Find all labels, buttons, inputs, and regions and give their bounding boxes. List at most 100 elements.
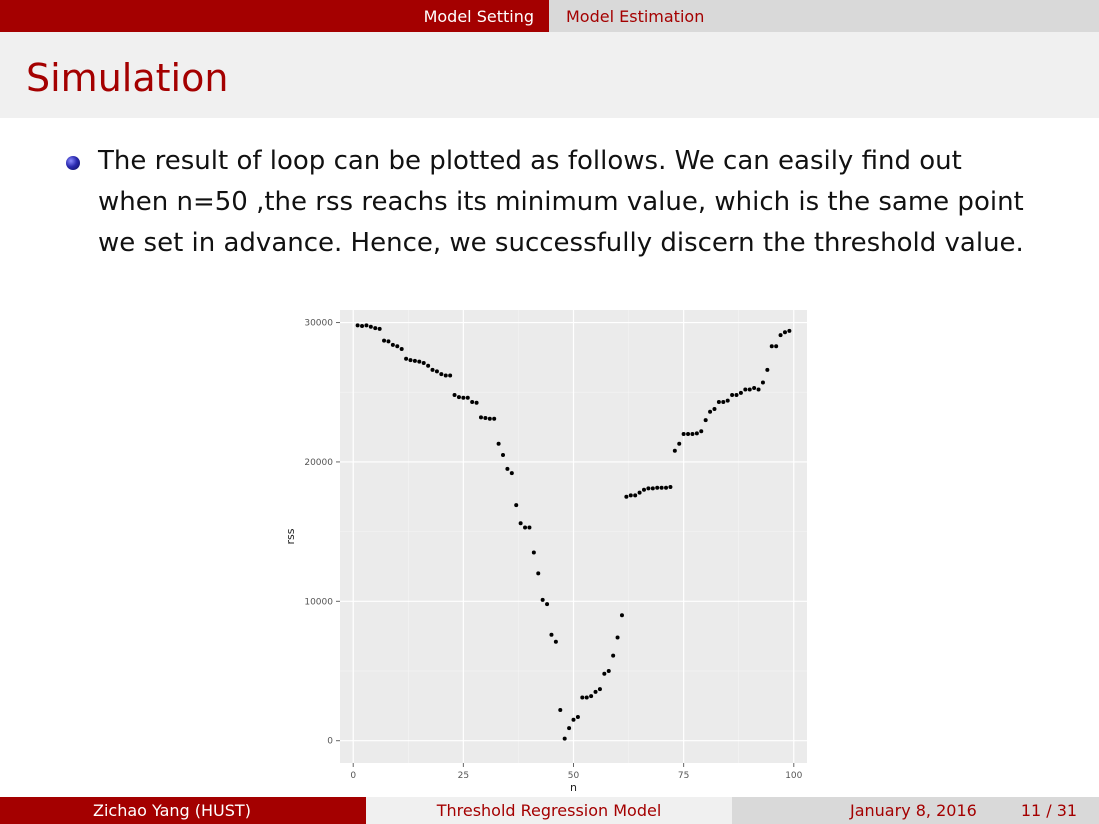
data-point [426, 363, 431, 368]
data-point [514, 503, 519, 508]
nav-model-setting[interactable]: Model Setting [423, 6, 534, 26]
data-point [580, 695, 585, 700]
data-point [558, 708, 563, 713]
data-point [769, 344, 774, 349]
data-point [659, 485, 664, 490]
data-point [725, 398, 730, 403]
bullet-icon [66, 156, 80, 170]
x-tick-label: 25 [458, 771, 469, 781]
data-point [575, 715, 580, 720]
data-point [527, 525, 532, 530]
data-point [571, 717, 576, 722]
body-line-1: The result of loop can be plotted as fol… [98, 146, 962, 176]
data-point [699, 429, 704, 434]
data-point [540, 597, 545, 602]
data-point [434, 369, 439, 374]
data-point [694, 431, 699, 436]
data-point [478, 415, 483, 420]
data-point [545, 602, 550, 607]
data-point [672, 448, 677, 453]
data-point [443, 373, 448, 378]
data-point [756, 387, 761, 392]
x-tick-label: 50 [568, 771, 580, 781]
data-point [752, 386, 757, 391]
data-point [368, 324, 373, 329]
data-point [738, 390, 743, 395]
data-point [404, 356, 409, 361]
data-point [461, 395, 466, 400]
data-point [487, 416, 492, 421]
footer-date-panel: January 8, 2016 11 / 31 [732, 797, 1099, 824]
footer: Zichao Yang (HUST) Threshold Regression … [0, 797, 1099, 824]
data-point [412, 358, 417, 363]
data-point [390, 342, 395, 347]
data-point [501, 452, 506, 457]
data-point [774, 344, 779, 349]
y-tick-label: 10000 [304, 597, 333, 607]
data-point [743, 387, 748, 392]
data-point [373, 326, 378, 331]
data-point [619, 613, 624, 618]
section-navigation: Model Setting Model Estimation [0, 0, 1099, 32]
data-point [708, 409, 713, 414]
data-point [747, 387, 752, 392]
footer-short-title: Threshold Regression Model [436, 801, 662, 820]
data-point [646, 486, 651, 491]
data-point [355, 323, 360, 328]
y-tick-label: 0 [327, 737, 333, 747]
data-point [567, 726, 572, 731]
data-point [417, 359, 422, 364]
footer-author-panel: Zichao Yang (HUST) [0, 797, 366, 824]
data-point [650, 486, 655, 491]
data-point [602, 671, 607, 676]
footer-page-number: 11 / 31 [1020, 801, 1078, 820]
data-point [483, 416, 488, 421]
title-bar: Simulation [0, 32, 1099, 118]
data-point [589, 694, 594, 699]
footer-author: Zichao Yang (HUST) [93, 801, 251, 820]
x-tick-label: 100 [785, 771, 802, 781]
data-point [681, 432, 686, 437]
data-point [677, 441, 682, 446]
data-point [421, 360, 426, 365]
data-point [536, 571, 541, 576]
data-point [448, 373, 453, 378]
data-point [637, 490, 642, 495]
data-point [760, 380, 765, 385]
slide-title: Simulation [26, 56, 229, 100]
data-point [364, 323, 369, 328]
data-point [382, 338, 387, 343]
data-point [518, 521, 523, 526]
data-point [523, 525, 528, 530]
data-point [712, 406, 717, 411]
data-point [690, 432, 695, 437]
rss-scatter-chart: 0 25 50 75 100 0 10000 20000 30000 n rss [284, 310, 807, 794]
data-point [611, 653, 616, 658]
y-tick-label: 30000 [304, 319, 333, 329]
data-point [655, 485, 660, 490]
data-point [628, 493, 633, 498]
data-point [562, 736, 567, 741]
data-point [633, 493, 638, 498]
nav-left-panel: Model Setting [0, 0, 549, 32]
data-point [360, 324, 365, 329]
data-point [597, 687, 602, 692]
x-tick-label: 75 [678, 771, 689, 781]
x-axis-label: n [570, 781, 577, 794]
data-point [474, 400, 479, 405]
nav-right-panel: Model Estimation [549, 0, 1099, 32]
data-point [465, 395, 470, 400]
data-point [430, 367, 435, 372]
data-point [408, 358, 413, 363]
slide-body: The result of loop can be plotted as fol… [98, 141, 1073, 264]
data-point [624, 494, 629, 499]
data-point [765, 367, 770, 372]
y-tick-label: 20000 [304, 458, 333, 468]
data-point [456, 395, 461, 400]
data-point [549, 632, 554, 637]
y-axis-label: rss [284, 528, 297, 544]
nav-model-estimation[interactable]: Model Estimation [566, 6, 705, 26]
data-point [734, 393, 739, 398]
data-point [606, 669, 611, 674]
data-point [399, 347, 404, 352]
